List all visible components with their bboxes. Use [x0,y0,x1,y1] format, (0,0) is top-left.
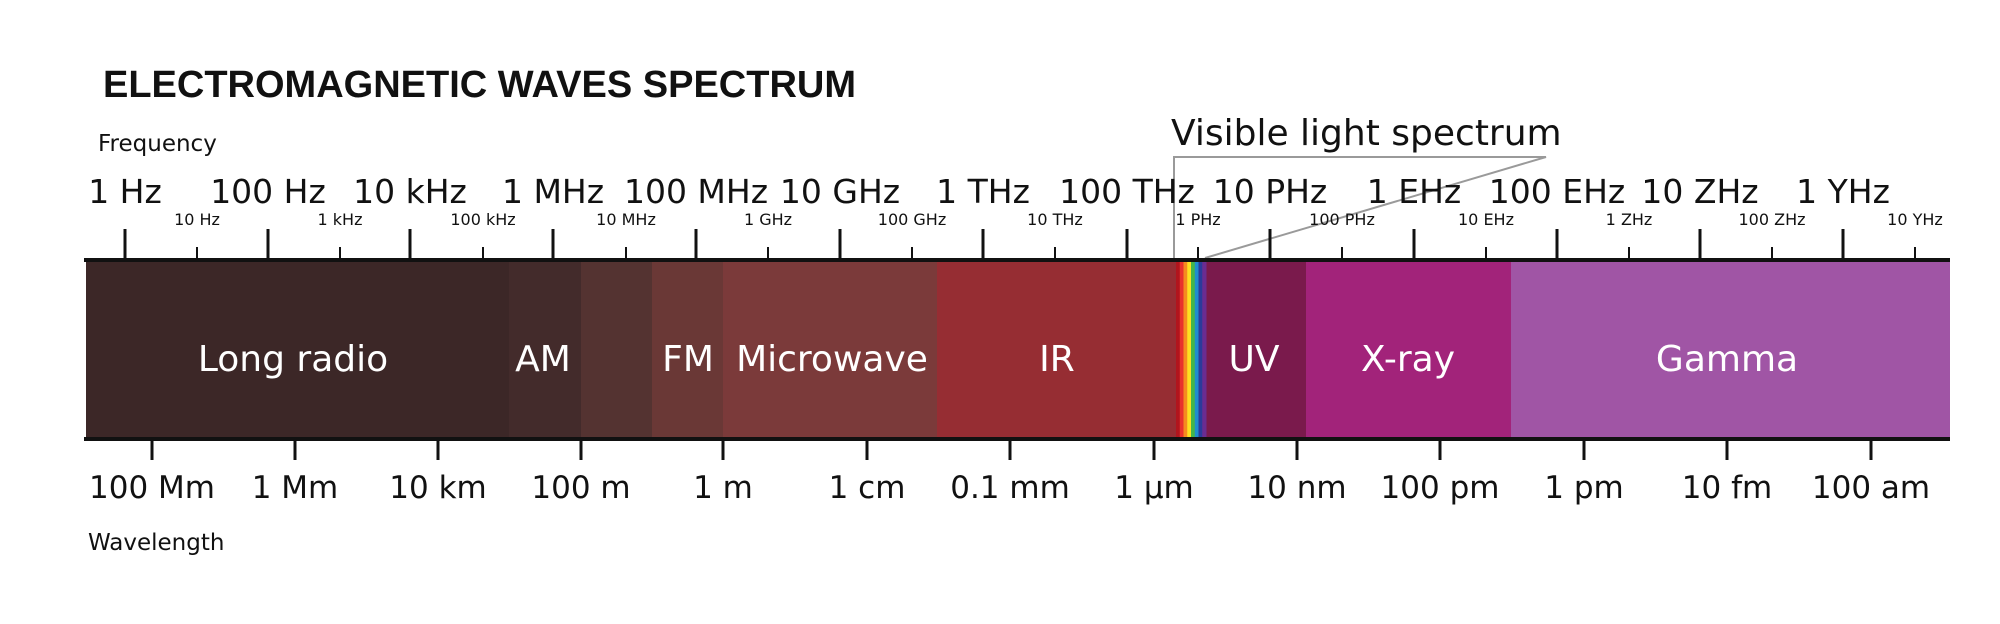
wavelength-axis: 100 Mm 1 Mm 10 km 100 m 1 m 1 cm 0.1 mm 1 μm 10 … [89,439,1930,506]
wavelength-label: 10 fm [1682,470,1772,506]
band-label: AM [515,339,571,380]
wavelength-axis-name: Wavelength [88,530,224,556]
frequency-major-label: 100 MHz [624,172,768,211]
visible-light-label: Visible light spectrum [1171,113,1562,154]
frequency-minor-label: 10 THz [1027,210,1083,229]
visible-color-stripe [1176,261,1181,438]
wavelength-label: 10 nm [1247,470,1346,506]
band-long-radio [86,261,509,438]
frequency-minor-label: 10 MHz [596,210,656,229]
band-ir [937,261,1176,438]
band-gamma [1511,261,1950,438]
frequency-major-label: 1 MHz [502,172,604,211]
band-x-ray [1306,261,1511,438]
wavelength-label: 100 m [531,470,630,506]
band-am [509,261,581,438]
frequency-axis: 1 Hz 100 Hz 10 kHz 1 MHz 100 MHz 10 GHz 1 THz 1… [88,172,1943,260]
band-label: FM [662,339,714,380]
frequency-major-label: 10 PHz [1213,172,1328,211]
visible-color-stripe [1202,261,1207,438]
frequency-minor-label: 100 kHz [450,210,515,229]
frequency-minor-label: 100 ZHz [1738,210,1805,229]
diagram-title: ELECTROMAGNETIC WAVES SPECTRUM [103,64,856,106]
frequency-minor-label: 1 GHz [744,210,792,229]
visible-color-stripe [1179,261,1184,438]
band-label: IR [1039,339,1075,380]
band-label: UV [1229,339,1280,380]
band-uv [1206,261,1306,438]
frequency-minor-label: 1 ZHz [1606,210,1653,229]
band-label: Gamma [1656,339,1798,380]
visible-color-stripe [1198,261,1203,438]
frequency-major-label: 10 GHz [780,172,900,211]
visible-color-stripe [1183,261,1188,438]
frequency-major-label: 100 Hz [210,172,326,211]
wavelength-label: 1 Mm [252,470,339,506]
frequency-major-label: 1 EHz [1367,172,1461,211]
frequency-axis-name: Frequency [98,131,217,157]
band-segment-2 [581,261,652,438]
visible-color-stripe [1194,261,1199,438]
frequency-minor-label: 1 PHz [1175,210,1220,229]
frequency-minor-label: 1 kHz [318,210,363,229]
wavelength-label: 100 Mm [89,470,215,506]
frequency-major-label: 100 EHz [1489,172,1625,211]
frequency-major-label: 1 YHz [1796,172,1890,211]
visible-light-bracket [1173,156,1547,260]
frequency-major-label: 10 kHz [353,172,467,211]
spectrum-bands: Long radio AM FM Microwave IR UV X-ray Gamma [86,261,1950,438]
frequency-minor-label: 10 Hz [174,210,220,229]
frequency-minor-label: 100 PHz [1309,210,1375,229]
visible-light-callout: Visible light spectrum [1171,113,1562,260]
frequency-minor-label: 10 EHz [1458,210,1514,229]
wavelength-label: 1 cm [829,470,906,506]
band-microwave [723,261,937,438]
band-label: Long radio [198,339,388,380]
frequency-major-label: 10 ZHz [1641,172,1758,211]
visible-light-strip [1176,261,1207,438]
band-label: Microwave [736,339,928,380]
wavelength-label: 1 μm [1114,470,1194,506]
frequency-major-label: 100 THz [1059,172,1195,211]
wavelength-label: 1 m [693,470,753,506]
wavelength-label: 100 am [1812,470,1930,506]
visible-color-stripe [1187,261,1192,438]
band-fm [652,261,723,438]
visible-color-stripe [1191,261,1196,438]
frequency-major-label: 1 Hz [88,172,162,211]
frequency-minor-label: 100 GHz [878,210,946,229]
wavelength-label: 100 pm [1381,470,1500,506]
wavelength-label: 0.1 mm [950,470,1070,506]
frequency-major-label: 1 THz [936,172,1030,211]
band-label: X-ray [1361,339,1455,380]
wavelength-label: 10 km [389,470,486,506]
frequency-minor-label: 10 YHz [1887,210,1943,229]
wavelength-label: 1 pm [1544,470,1623,506]
